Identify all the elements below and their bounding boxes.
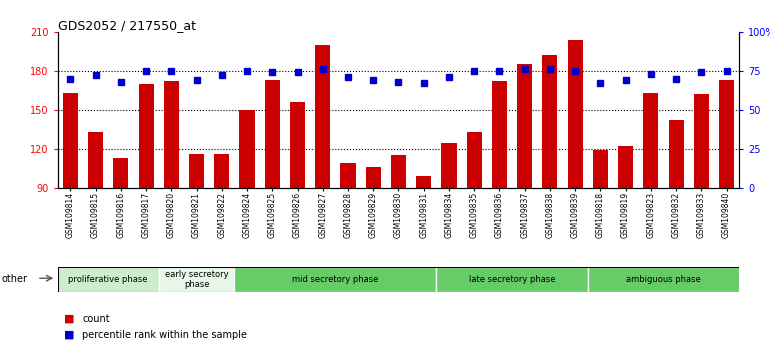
Bar bbox=[668, 120, 684, 188]
Bar bbox=[234, 267, 437, 292]
Bar bbox=[340, 163, 356, 188]
Bar bbox=[567, 40, 583, 188]
Bar bbox=[643, 93, 658, 188]
Bar bbox=[588, 267, 739, 292]
Bar bbox=[58, 267, 159, 292]
Bar bbox=[214, 154, 229, 188]
Bar bbox=[618, 146, 633, 188]
Bar bbox=[139, 84, 154, 188]
Text: proliferative phase: proliferative phase bbox=[69, 275, 148, 284]
Bar bbox=[694, 94, 709, 188]
Text: ■: ■ bbox=[64, 330, 75, 339]
Bar bbox=[366, 167, 381, 188]
Text: percentile rank within the sample: percentile rank within the sample bbox=[82, 330, 247, 339]
Bar bbox=[416, 176, 431, 188]
Bar bbox=[63, 93, 78, 188]
Text: ■: ■ bbox=[64, 314, 75, 324]
Bar bbox=[441, 143, 457, 188]
Text: mid secretory phase: mid secretory phase bbox=[292, 275, 379, 284]
Bar bbox=[239, 110, 255, 188]
Bar bbox=[517, 64, 532, 188]
Bar bbox=[315, 45, 330, 188]
Text: ambiguous phase: ambiguous phase bbox=[626, 275, 701, 284]
Bar bbox=[542, 55, 557, 188]
Bar bbox=[467, 132, 482, 188]
Text: GDS2052 / 217550_at: GDS2052 / 217550_at bbox=[58, 19, 196, 33]
Bar bbox=[391, 155, 406, 188]
Bar bbox=[593, 150, 608, 188]
Bar bbox=[290, 102, 305, 188]
Bar bbox=[88, 132, 103, 188]
Text: count: count bbox=[82, 314, 110, 324]
Bar bbox=[164, 81, 179, 188]
Text: early secretory
phase: early secretory phase bbox=[165, 270, 229, 289]
Text: late secretory phase: late secretory phase bbox=[469, 275, 555, 284]
Text: other: other bbox=[2, 274, 28, 284]
Bar bbox=[159, 267, 234, 292]
Bar bbox=[437, 267, 588, 292]
Bar bbox=[265, 80, 280, 188]
Bar bbox=[719, 80, 734, 188]
Bar bbox=[189, 154, 204, 188]
Bar bbox=[113, 158, 129, 188]
Bar bbox=[492, 81, 507, 188]
